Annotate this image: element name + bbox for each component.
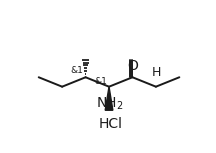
- Text: NH$_2$: NH$_2$: [96, 96, 124, 112]
- Text: HCl: HCl: [99, 117, 123, 131]
- Text: O: O: [127, 59, 138, 73]
- Text: &1: &1: [94, 77, 107, 86]
- Text: &1: &1: [71, 66, 84, 75]
- Polygon shape: [105, 87, 113, 110]
- Text: H: H: [152, 66, 161, 79]
